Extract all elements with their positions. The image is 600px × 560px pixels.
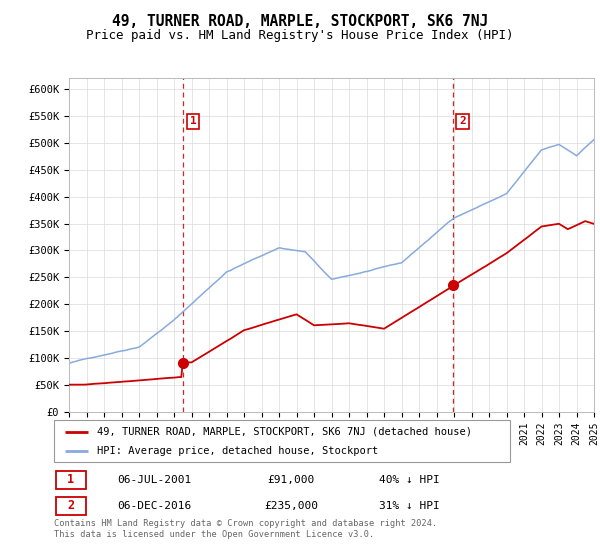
Text: £235,000: £235,000	[264, 501, 318, 511]
Text: HPI: Average price, detached house, Stockport: HPI: Average price, detached house, Stoc…	[97, 446, 379, 456]
Text: 1: 1	[190, 116, 197, 127]
Text: Contains HM Land Registry data © Crown copyright and database right 2024.
This d: Contains HM Land Registry data © Crown c…	[54, 519, 437, 539]
Text: 49, TURNER ROAD, MARPLE, STOCKPORT, SK6 7NJ: 49, TURNER ROAD, MARPLE, STOCKPORT, SK6 …	[112, 14, 488, 29]
Text: 2: 2	[67, 499, 74, 512]
Text: 49, TURNER ROAD, MARPLE, STOCKPORT, SK6 7NJ (detached house): 49, TURNER ROAD, MARPLE, STOCKPORT, SK6 …	[97, 427, 472, 437]
Text: 2: 2	[459, 116, 466, 127]
FancyBboxPatch shape	[56, 497, 86, 515]
Text: 31% ↓ HPI: 31% ↓ HPI	[379, 501, 440, 511]
FancyBboxPatch shape	[56, 471, 86, 489]
Text: £91,000: £91,000	[268, 475, 315, 485]
Text: 06-JUL-2001: 06-JUL-2001	[117, 475, 191, 485]
Text: Price paid vs. HM Land Registry's House Price Index (HPI): Price paid vs. HM Land Registry's House …	[86, 29, 514, 42]
FancyBboxPatch shape	[54, 420, 510, 462]
Text: 1: 1	[67, 473, 74, 487]
Text: 06-DEC-2016: 06-DEC-2016	[117, 501, 191, 511]
Text: 40% ↓ HPI: 40% ↓ HPI	[379, 475, 440, 485]
